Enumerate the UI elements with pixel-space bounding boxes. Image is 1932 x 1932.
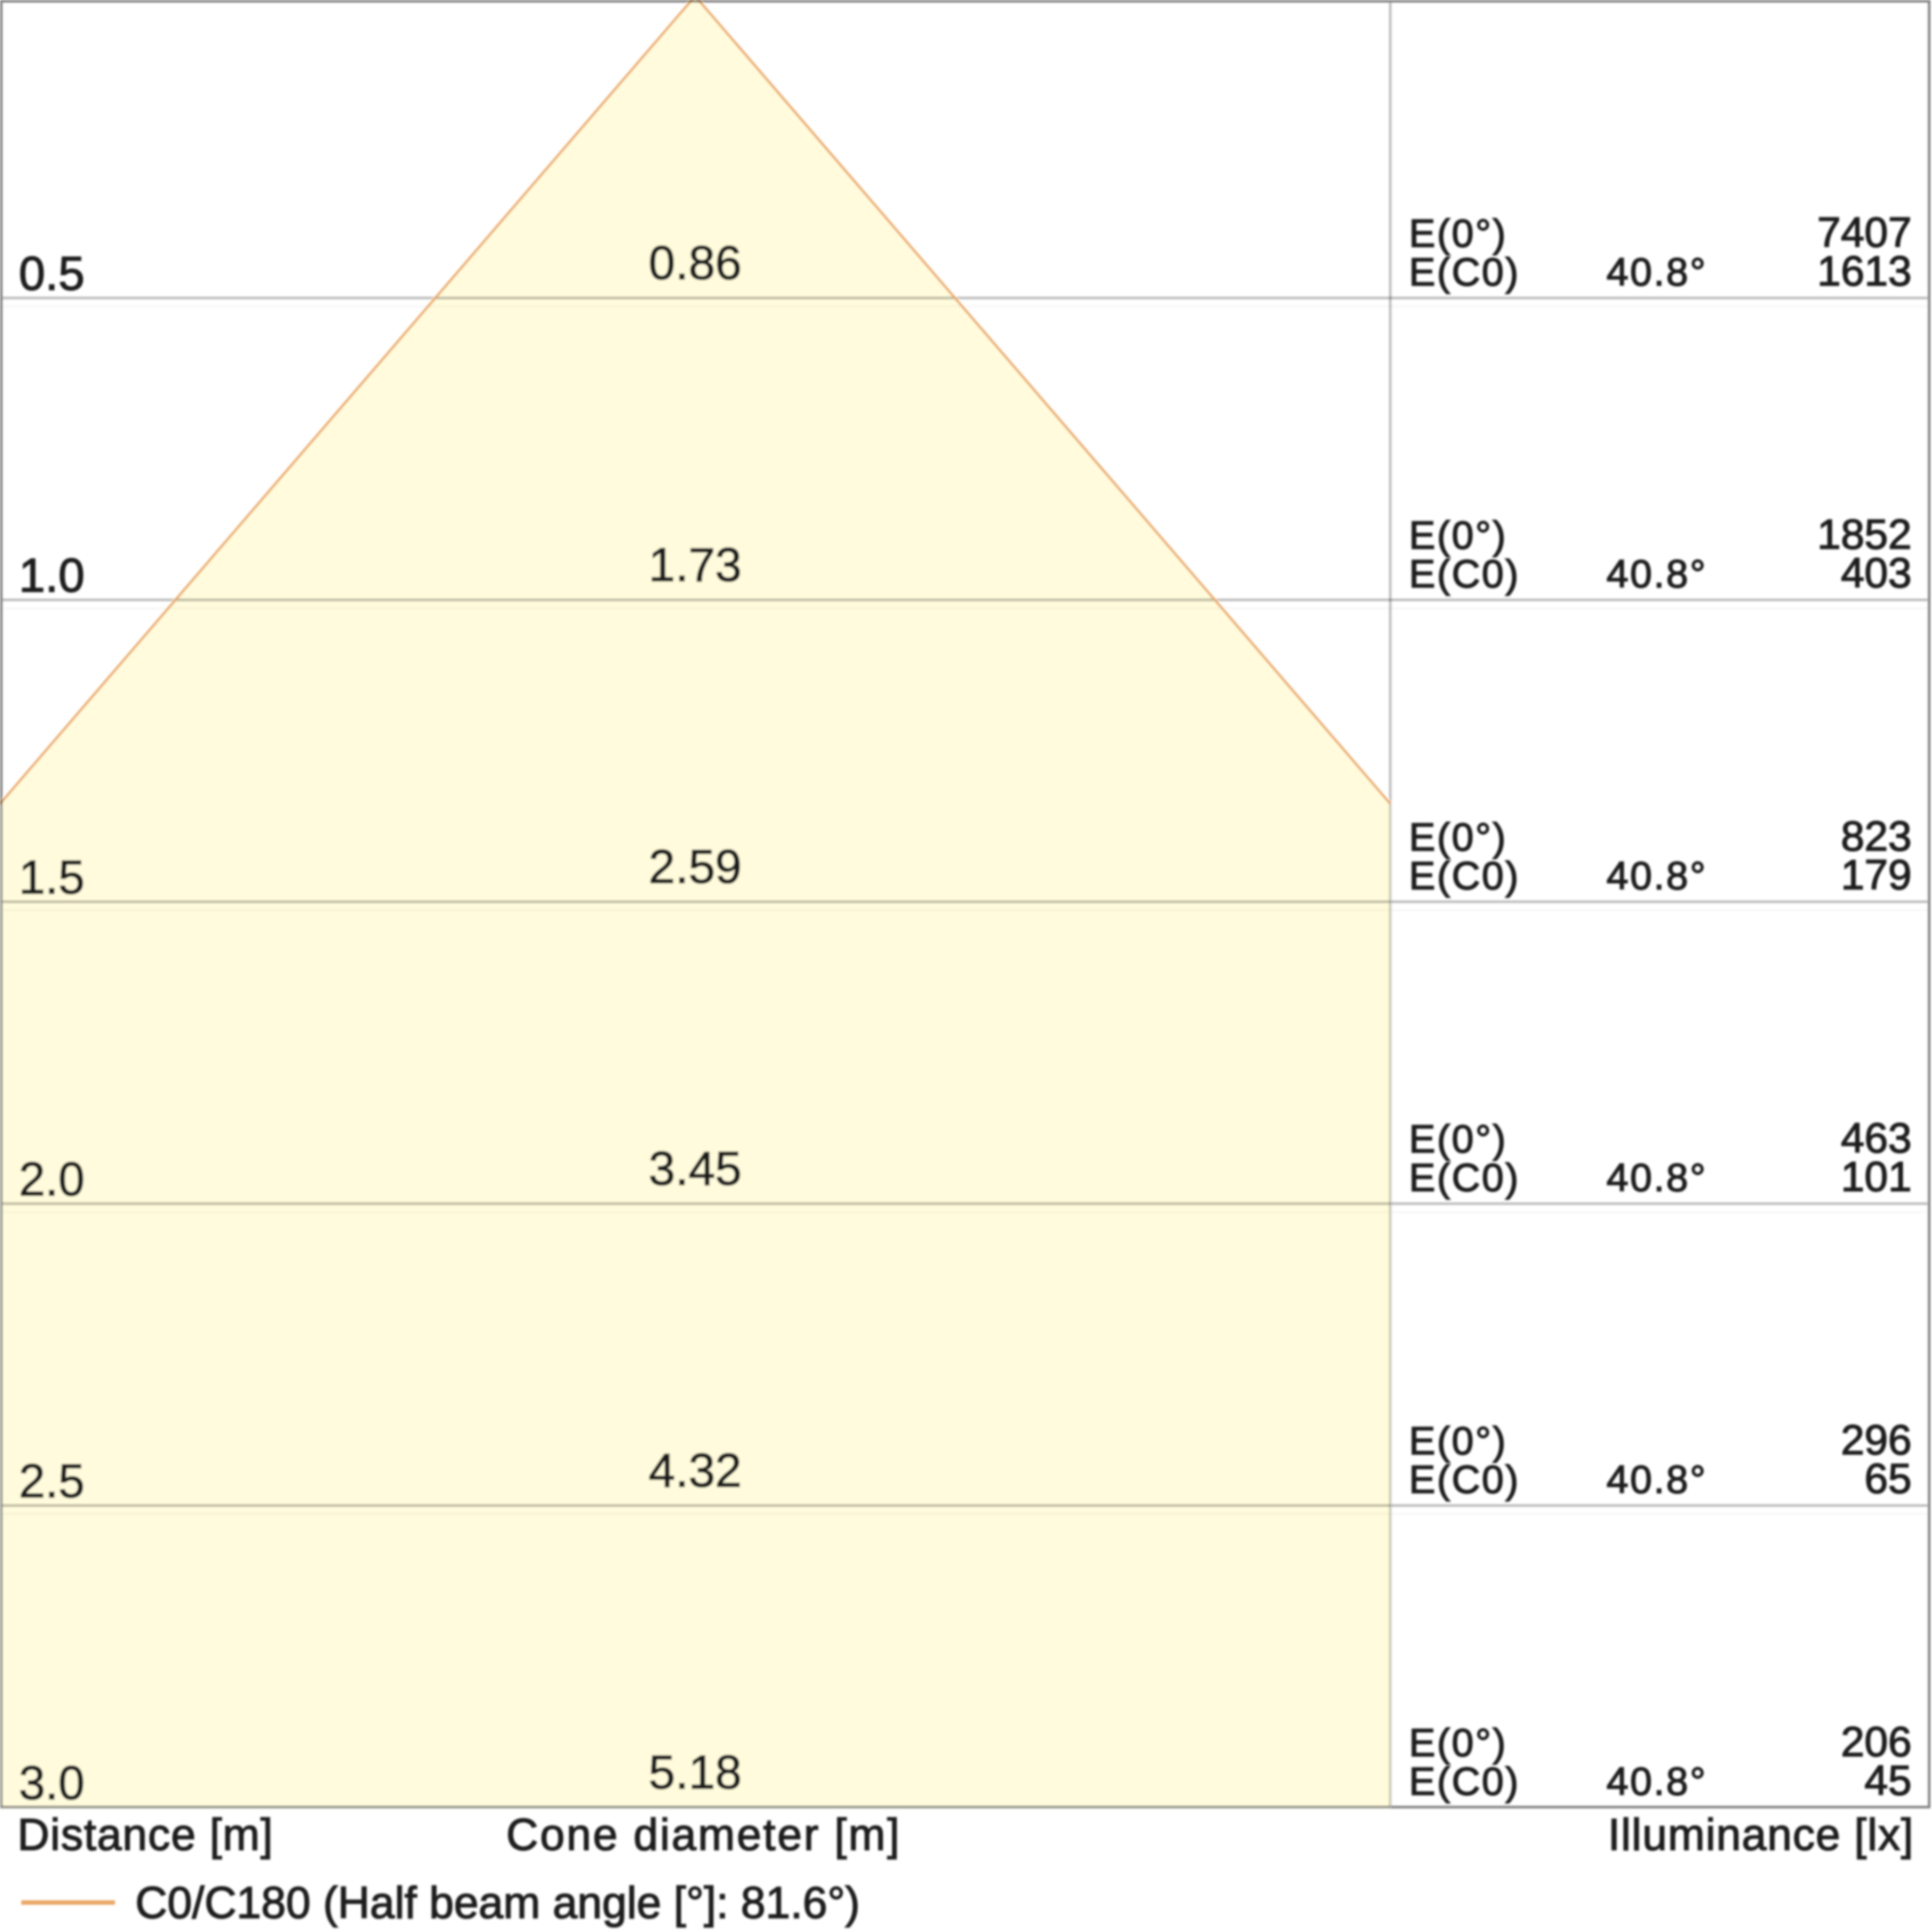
svg-text:40.8°: 40.8°: [1606, 1759, 1707, 1804]
svg-text:Cone diameter [m]: Cone diameter [m]: [506, 1809, 901, 1860]
svg-text:3.0: 3.0: [19, 1758, 85, 1810]
svg-text:1613: 1613: [1817, 248, 1912, 296]
svg-text:40.8°: 40.8°: [1606, 1155, 1707, 1200]
svg-text:40.8°: 40.8°: [1606, 854, 1707, 898]
svg-text:2.5: 2.5: [19, 1456, 85, 1508]
svg-text:E(C0): E(C0): [1409, 552, 1520, 596]
svg-text:1.0: 1.0: [19, 551, 85, 603]
svg-text:1852: 1852: [1817, 511, 1912, 558]
svg-text:0.5: 0.5: [19, 248, 85, 300]
svg-text:E(C0): E(C0): [1409, 1155, 1520, 1200]
svg-text:3.45: 3.45: [648, 1143, 741, 1196]
svg-text:2.59: 2.59: [648, 840, 741, 894]
svg-text:7407: 7407: [1817, 210, 1912, 257]
svg-text:E(0°): E(0°): [1409, 212, 1508, 256]
svg-text:1.5: 1.5: [19, 852, 85, 904]
svg-text:40.8°: 40.8°: [1606, 1458, 1707, 1502]
svg-text:45: 45: [1864, 1757, 1912, 1804]
svg-text:Illuminance [lx]: Illuminance [lx]: [1607, 1809, 1914, 1860]
svg-text:1.73: 1.73: [648, 539, 741, 592]
svg-text:2.0: 2.0: [19, 1154, 85, 1207]
svg-text:0.86: 0.86: [648, 237, 741, 290]
svg-text:40.8°: 40.8°: [1606, 250, 1707, 295]
svg-text:101: 101: [1841, 1153, 1912, 1201]
svg-text:E(0°): E(0°): [1409, 513, 1508, 557]
svg-text:E(0°): E(0°): [1409, 1117, 1508, 1161]
svg-text:E(0°): E(0°): [1409, 1419, 1508, 1463]
svg-text:E(0°): E(0°): [1409, 1720, 1508, 1765]
svg-text:40.8°: 40.8°: [1606, 552, 1707, 596]
svg-text:E(C0): E(C0): [1409, 854, 1520, 898]
svg-text:C0/C180 (Half beam angle [°]:: C0/C180 (Half beam angle [°]: 81.6°): [135, 1878, 860, 1928]
svg-text:E(C0): E(C0): [1409, 1759, 1520, 1804]
svg-text:179: 179: [1841, 852, 1912, 899]
svg-text:E(C0): E(C0): [1409, 250, 1520, 295]
svg-text:Distance [m]: Distance [m]: [17, 1809, 273, 1860]
svg-text:4.32: 4.32: [648, 1444, 741, 1497]
svg-text:823: 823: [1841, 813, 1912, 861]
svg-text:E(0°): E(0°): [1409, 815, 1508, 860]
svg-text:403: 403: [1841, 550, 1912, 597]
svg-text:463: 463: [1841, 1115, 1912, 1162]
svg-text:296: 296: [1841, 1417, 1912, 1464]
svg-text:5.18: 5.18: [648, 1747, 741, 1800]
svg-text:E(C0): E(C0): [1409, 1458, 1520, 1502]
svg-text:206: 206: [1841, 1719, 1912, 1766]
svg-text:65: 65: [1864, 1456, 1912, 1503]
